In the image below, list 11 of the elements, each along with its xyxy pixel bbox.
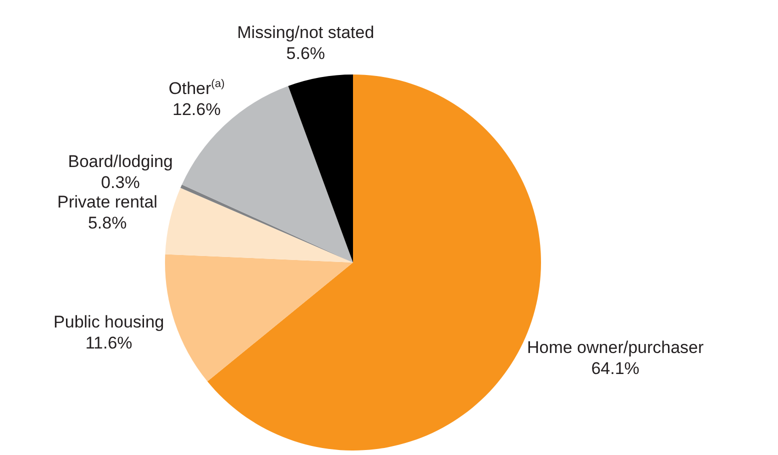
- data-label: 5.8%: [88, 213, 127, 232]
- slice-label: Home owner/purchaser: [526, 338, 704, 358]
- data-label: 64.1%: [591, 359, 640, 378]
- data-label: 12.6%: [172, 100, 221, 119]
- data-label: 11.6%: [85, 334, 132, 353]
- data-label: 0.3%: [101, 173, 140, 192]
- slice-label: Private rental: [57, 192, 158, 212]
- slice-label: Board/lodging: [68, 152, 173, 172]
- data-label: 5.6%: [286, 44, 326, 63]
- slice-label: Missing/not stated: [237, 22, 374, 42]
- slice-label: Public housing: [54, 312, 164, 332]
